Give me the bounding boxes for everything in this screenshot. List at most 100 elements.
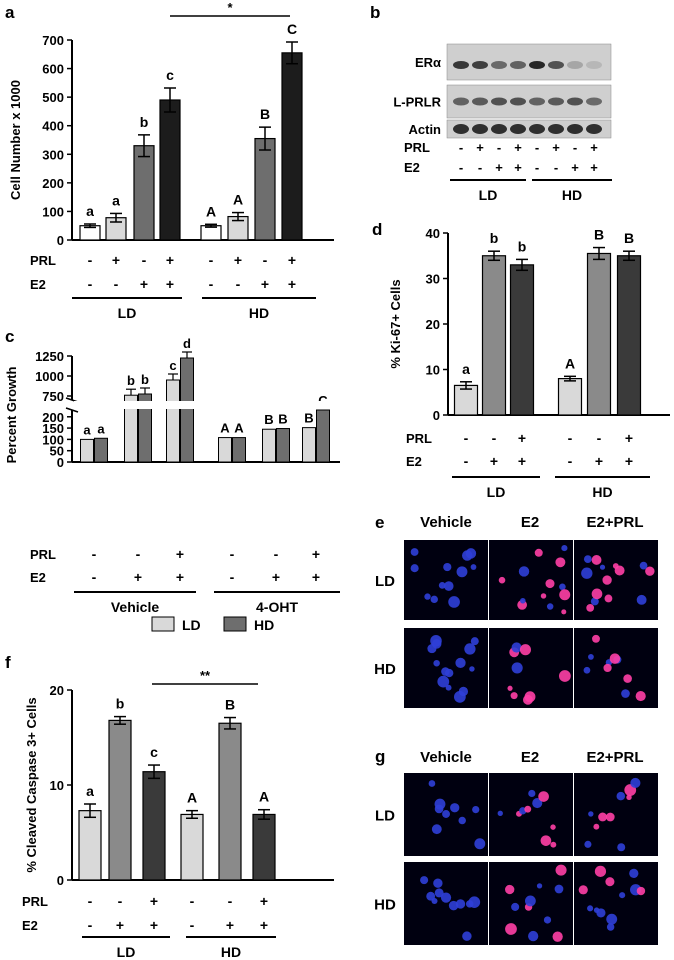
bar: [481, 255, 507, 416]
e2-sign: +: [490, 453, 498, 469]
significance-letter: A: [234, 421, 244, 436]
cell-nucleus: [636, 886, 646, 896]
blot-band: [567, 61, 583, 69]
panel-label-e: e: [375, 513, 384, 532]
prl-sign: -: [88, 893, 93, 909]
cell-nucleus: [630, 777, 641, 789]
cell-nucleus: [528, 789, 536, 798]
blot-band: [453, 61, 469, 69]
cell-nucleus: [443, 581, 454, 591]
cell-nucleus: [511, 642, 522, 653]
e2-sign: +: [571, 160, 579, 175]
cell-nucleus: [534, 548, 543, 557]
blot-band: [491, 97, 507, 106]
prl-sign: +: [312, 546, 320, 562]
cell-nucleus: [540, 593, 547, 599]
prl-sign: -: [190, 893, 195, 909]
cell-nucleus: [621, 689, 630, 698]
panel-label-c: c: [5, 327, 14, 346]
e2-sign: -: [554, 160, 558, 175]
cell-nucleus: [532, 798, 543, 809]
cell-nucleus: [470, 637, 479, 646]
significance-letter: A: [220, 421, 230, 436]
e2-sign: -: [464, 453, 469, 469]
cell-nucleus: [511, 902, 520, 911]
cell-nucleus: [538, 791, 549, 802]
blot-band: [548, 124, 564, 134]
prl-sign: -: [497, 140, 501, 155]
legend-label-ld: LD: [182, 617, 201, 633]
panel-g-micrographs: Vehicle E2 E2+PRL LD HD: [374, 749, 658, 945]
significance-letter: B: [225, 697, 235, 713]
prl-sign: -: [568, 430, 573, 446]
prl-sign: +: [518, 430, 526, 446]
cell-nucleus: [511, 662, 523, 674]
prl-sign: -: [209, 252, 214, 268]
e2-sign: -: [535, 160, 539, 175]
prl-sign: +: [514, 140, 522, 155]
significance-letter: a: [83, 422, 91, 437]
blot-band: [567, 97, 583, 106]
e2-sign: -: [209, 276, 214, 292]
cell-nucleus: [593, 907, 600, 913]
blot-band-label: L-PRLR: [393, 95, 441, 110]
significance-letter: b: [518, 238, 527, 254]
e2-sign: -: [114, 276, 119, 292]
panel-d-chart: 0 10 20 30 40 % Ki-67+ Cells a - - b - + b + + A - - B - + B +…: [388, 226, 670, 500]
cell-nucleus: [590, 597, 599, 606]
group-label: Vehicle: [111, 599, 159, 615]
cell-nucleus: [606, 913, 618, 925]
e2-sign: -: [88, 276, 93, 292]
cell-nucleus: [456, 566, 468, 578]
cell-nucleus: [524, 805, 532, 813]
cell-nucleus: [588, 811, 594, 817]
cell-nucleus: [609, 653, 621, 664]
significance-letter: C: [287, 21, 297, 37]
prl-sign: +: [112, 252, 120, 268]
cell-nucleus: [424, 593, 431, 600]
cell-nucleus: [524, 895, 536, 907]
cell-nucleus: [474, 838, 486, 850]
cell-nucleus: [591, 588, 603, 600]
group-label: LD: [479, 187, 498, 203]
cell-nucleus: [605, 812, 615, 822]
cell-nucleus: [410, 564, 419, 573]
cell-nucleus: [540, 835, 552, 846]
significance-letter: b: [140, 114, 149, 130]
micrograph-image: [489, 773, 573, 856]
bar-hd: [276, 428, 290, 463]
cell-nucleus: [434, 888, 444, 898]
cell-nucleus: [507, 685, 513, 691]
legend-swatch-ld: [151, 616, 175, 632]
blot-band: [529, 97, 545, 106]
legend-swatch-hd: [223, 616, 247, 632]
blot-band-label: Actin: [409, 122, 442, 137]
cell-nucleus: [430, 595, 438, 604]
cell-nucleus: [450, 803, 460, 813]
bar: [159, 99, 181, 241]
e2-row-label: E2: [404, 160, 420, 175]
e2-sign: +: [288, 276, 296, 292]
prl-sign: -: [118, 893, 123, 909]
y-tick-label: 600: [42, 62, 64, 77]
legend-label-hd: HD: [254, 617, 274, 633]
significance-letter: b: [141, 372, 149, 387]
prl-sign: -: [228, 893, 233, 909]
micrograph-row-label: LD: [375, 573, 395, 590]
bar-hd: [316, 409, 330, 463]
group-label: 4-OHT: [256, 599, 298, 615]
cell-nucleus: [603, 663, 612, 673]
cell-nucleus: [558, 670, 571, 682]
significance-marker: **: [200, 668, 211, 683]
cell-nucleus: [433, 878, 443, 888]
cell-nucleus: [578, 885, 588, 895]
cell-nucleus: [462, 931, 472, 941]
significance-letter: B: [624, 230, 634, 246]
y-tick-label: 1000: [35, 369, 64, 384]
group-label: HD: [592, 484, 612, 500]
y-axis-label: Percent Growth: [4, 367, 19, 464]
cell-nucleus: [505, 923, 517, 935]
e2-row-label: E2: [30, 277, 46, 292]
